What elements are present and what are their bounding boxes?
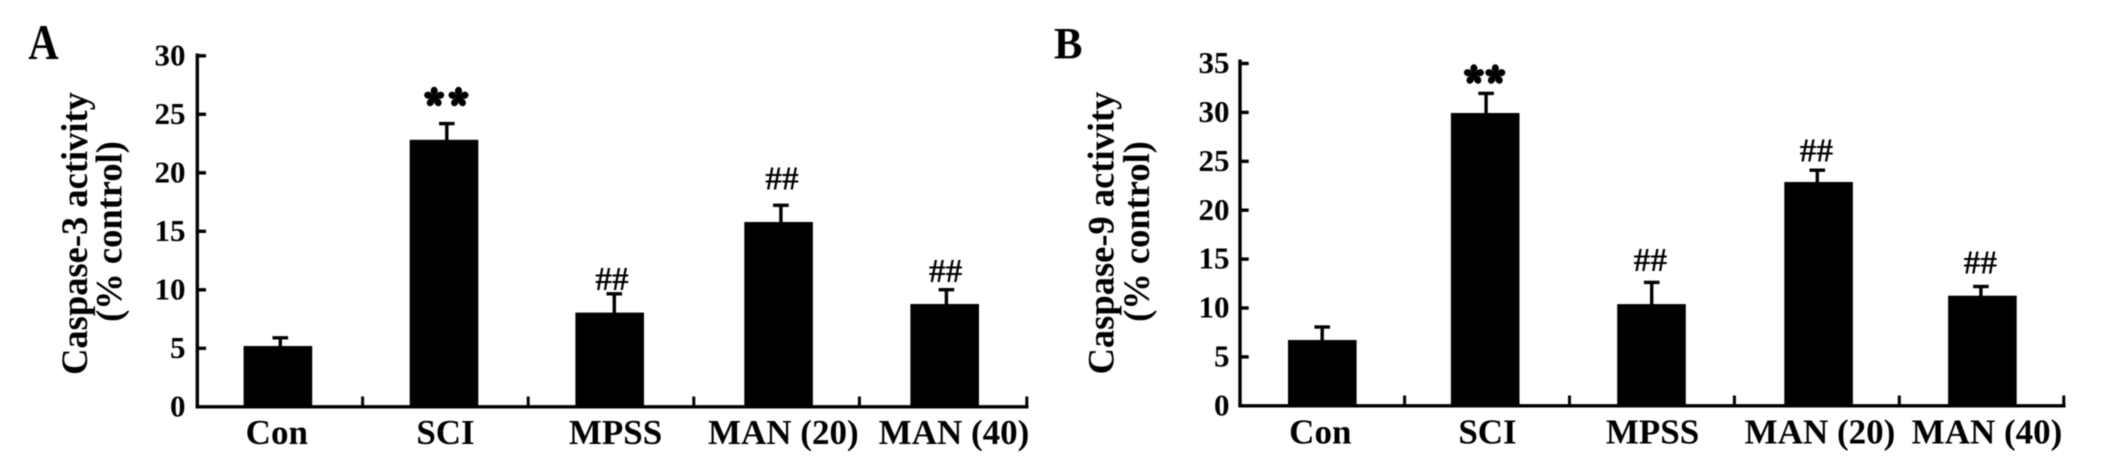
- svg-text:(% control): (% control): [89, 141, 130, 322]
- svg-text:##: ##: [765, 161, 799, 198]
- svg-text:MAN (40): MAN (40): [1912, 413, 2063, 452]
- svg-text:0: 0: [1214, 387, 1230, 422]
- svg-text:Caspase-9 activity: Caspase-9 activity: [1081, 92, 1122, 375]
- svg-text:MPSS: MPSS: [1606, 413, 1699, 452]
- svg-text:10: 10: [155, 271, 186, 306]
- svg-text:10: 10: [1199, 290, 1230, 325]
- svg-text:5: 5: [1214, 339, 1230, 374]
- svg-text:15: 15: [155, 213, 186, 248]
- svg-text:(% control): (% control): [1116, 141, 1157, 322]
- svg-text:30: 30: [155, 37, 186, 72]
- svg-text:30: 30: [1199, 94, 1230, 129]
- svg-text:##: ##: [1800, 132, 1834, 169]
- svg-text:SCI: SCI: [1458, 413, 1516, 452]
- svg-text:Caspase-3 activity: Caspase-3 activity: [54, 92, 95, 375]
- svg-text:20: 20: [1199, 192, 1230, 227]
- svg-text:MAN (20): MAN (20): [1745, 413, 1896, 452]
- svg-text:##: ##: [1964, 245, 1998, 282]
- svg-text:25: 25: [1199, 143, 1230, 178]
- svg-text:Con: Con: [1289, 413, 1351, 452]
- svg-text:MAN (40): MAN (40): [879, 413, 1030, 452]
- svg-text:0: 0: [170, 388, 186, 423]
- svg-text:##: ##: [929, 253, 963, 290]
- svg-text:Con: Con: [246, 413, 308, 452]
- svg-text:##: ##: [595, 261, 629, 298]
- svg-text:5: 5: [170, 330, 186, 365]
- svg-text:15: 15: [1199, 241, 1230, 276]
- svg-text:B: B: [1054, 19, 1082, 68]
- svg-text:##: ##: [1634, 242, 1668, 279]
- svg-text:20: 20: [155, 154, 186, 189]
- svg-text:SCI: SCI: [416, 413, 474, 452]
- svg-text:35: 35: [1199, 45, 1230, 80]
- svg-text:25: 25: [155, 96, 186, 131]
- svg-text:A: A: [28, 15, 58, 70]
- svg-text:MPSS: MPSS: [569, 413, 662, 452]
- svg-text:MAN (20): MAN (20): [708, 413, 859, 452]
